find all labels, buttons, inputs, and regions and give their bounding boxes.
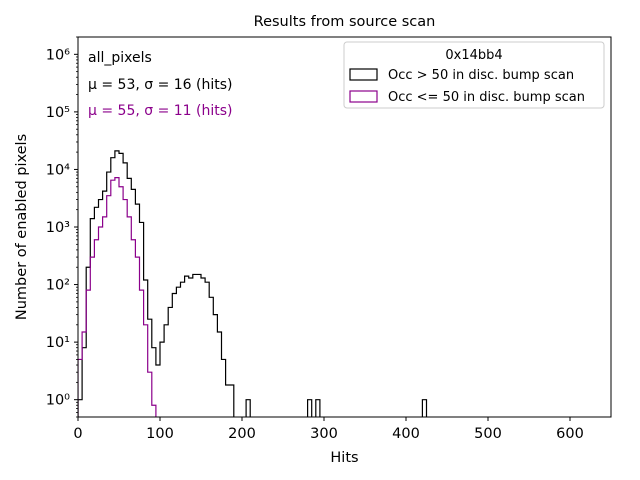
y-axis-label: Number of enabled pixels: [14, 134, 30, 320]
annotation-stat-series2: μ = 55, σ = 11 (hits): [88, 103, 233, 119]
x-tick-label: 300: [310, 426, 338, 442]
y-tick-label: 10²: [46, 278, 70, 294]
annotation-stat-series1: μ = 53, σ = 16 (hits): [88, 77, 233, 93]
chart-title: Results from source scan: [254, 14, 436, 30]
x-tick-label: 600: [556, 426, 584, 442]
legend-title: 0x14bb4: [445, 48, 502, 63]
y-tick-label: 10³: [46, 220, 70, 236]
y-tick-label: 10⁵: [46, 105, 70, 121]
y-tick-label: 10⁴: [46, 162, 70, 178]
y-tick-label: 10⁶: [46, 47, 70, 63]
x-tick-label: 0: [73, 426, 82, 442]
y-tick-label: 10⁰: [46, 393, 70, 409]
plot-frame: [77, 36, 612, 418]
annotation-label: all_pixels: [88, 50, 152, 66]
x-tick-label: 400: [392, 426, 420, 442]
legend-swatch-series2: [349, 90, 378, 103]
histogram-series-1: [78, 150, 428, 417]
histogram-series-2: [78, 177, 157, 417]
x-tick-label: 500: [474, 426, 502, 442]
legend-box: [343, 41, 605, 109]
series-group: [78, 150, 428, 417]
x-tick-label: 200: [228, 426, 256, 442]
legend: 0x14bb4 Occ > 50 in disc. bump scan Occ …: [343, 41, 605, 109]
axes-ticks: 0 100 200 300 400 500 600 10⁰ 10¹ 10² 10³ 10⁴ 10⁵ 10⁶: [46, 36, 584, 442]
legend-entry-series1: Occ > 50 in disc. bump scan: [388, 68, 574, 83]
y-tick-label: 10¹: [46, 335, 70, 351]
x-axis-label: Hits: [330, 450, 358, 466]
legend-swatch-series1: [349, 68, 378, 81]
legend-entry-series2: Occ <= 50 in disc. bump scan: [388, 90, 585, 105]
x-tick-label: 100: [146, 426, 174, 442]
